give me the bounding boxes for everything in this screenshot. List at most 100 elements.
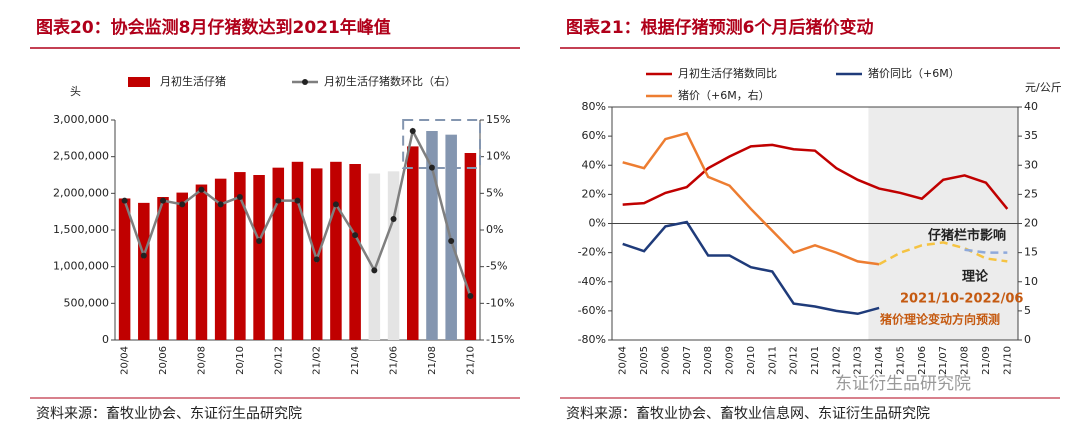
bar	[330, 161, 342, 340]
bar	[349, 164, 361, 340]
y2-tick-label: 0%	[486, 223, 503, 236]
annotation: 猪价理论变动方向预测	[879, 312, 1000, 327]
y-tick-label: 60%	[582, 129, 606, 142]
marker	[140, 252, 147, 259]
y2-tick-label: 5%	[486, 186, 503, 199]
x-tick-label: 21/09	[981, 346, 992, 375]
bar	[195, 184, 208, 340]
bar	[214, 178, 227, 340]
x-tick-label: 21/05	[895, 346, 906, 375]
x-tick-label: 20/11	[767, 346, 778, 375]
x-tick-label: 21/04	[874, 346, 885, 375]
x-tick-label: 20/12	[273, 346, 284, 375]
watermark: 东证衍生品研究院	[835, 374, 971, 394]
marker	[409, 128, 416, 134]
y-tick-label: 80%	[582, 100, 606, 113]
bar	[426, 131, 438, 340]
y-tick-label: -20%	[578, 246, 606, 259]
x-tick-label: 20/06	[660, 346, 671, 375]
marker	[428, 164, 435, 171]
highlight-box	[402, 119, 481, 169]
y-tick-label: -60%	[578, 304, 606, 317]
legend-swatch	[128, 77, 150, 87]
x-tick-label: 20/10	[746, 346, 757, 375]
y2-tick-label: -10%	[486, 296, 514, 309]
x-tick-label: 21/06	[917, 346, 928, 375]
y-tick-label: -40%	[578, 275, 606, 288]
chart-title: 图表21：根据仔猪预测6个月后猪价变动	[566, 17, 874, 38]
y2-tick-label: 35	[1024, 129, 1038, 142]
y-tick-label: -80%	[578, 333, 606, 346]
y-tick-label: 2,500,000	[53, 150, 109, 163]
y-axis-label: 头	[70, 85, 81, 98]
marker	[236, 194, 243, 200]
legend-label: 月初生活仔猪数同比	[678, 66, 777, 80]
x-tick-label: 21/02	[312, 346, 323, 375]
y2-tick-label: 5	[1024, 304, 1031, 317]
marker	[198, 186, 205, 193]
marker	[179, 201, 186, 208]
y2-tick-label: 15	[1024, 246, 1038, 259]
y2-tick-label: -5%	[486, 260, 507, 273]
y-tick-label: 0	[102, 333, 109, 346]
x-tick-label: 20/04	[120, 346, 131, 375]
x-tick-label: 21/08	[427, 346, 438, 375]
legend-marker	[302, 79, 308, 85]
bar	[310, 168, 323, 340]
x-tick-label: 20/10	[235, 346, 246, 375]
y-tick-label: 0%	[589, 217, 606, 230]
bar	[464, 153, 477, 340]
x-tick-label: 20/05	[639, 346, 650, 375]
bar	[234, 172, 246, 340]
legend-label: 猪价（+6M，右）	[678, 88, 770, 102]
marker	[275, 197, 282, 204]
y-tick-label: 1,000,000	[53, 260, 109, 273]
bar	[176, 192, 188, 340]
annotations: 仔猪栏市影响 理论 2021/10-2022/06 猪价理论变动方向预测	[879, 228, 1023, 327]
marker	[352, 232, 359, 239]
line	[622, 131, 880, 266]
marker	[313, 256, 320, 263]
y2-tick-label: 30	[1024, 158, 1038, 171]
forecast-line	[964, 248, 1008, 254]
y2-tick-label: 25	[1024, 187, 1038, 200]
x-tick-label: 20/08	[703, 346, 714, 375]
source: 资料来源：畜牧业协会、东证衍生品研究院	[36, 406, 302, 422]
x-tick-label: 21/10	[465, 346, 476, 375]
annotation: 理论	[962, 269, 989, 285]
line	[622, 143, 1009, 210]
marker	[217, 201, 224, 208]
bar	[272, 167, 285, 340]
x-tick-label: 21/02	[831, 346, 842, 375]
y2-tick-label: 10	[1024, 275, 1038, 288]
x-tick-label: 20/06	[158, 346, 169, 375]
bar	[368, 173, 381, 340]
marker	[294, 197, 301, 204]
legend-label: 月初生活仔猪	[160, 74, 226, 88]
x-tick-label: 21/03	[853, 346, 864, 375]
y2-tick-label: 0	[1024, 333, 1031, 346]
bar	[118, 198, 131, 340]
y2-tick-label: 15%	[486, 113, 510, 126]
y2-axis-label: 元/公斤	[1025, 81, 1062, 94]
bar	[291, 161, 304, 340]
marker	[371, 267, 378, 274]
line	[622, 220, 880, 316]
marker	[121, 197, 128, 204]
x-tick-label: 21/10	[1002, 346, 1013, 375]
marker	[390, 216, 397, 222]
y-tick-label: 20%	[582, 187, 606, 200]
marker	[332, 201, 339, 208]
marker	[448, 238, 455, 244]
x-tick-label: 21/07	[938, 346, 949, 375]
bar	[138, 202, 150, 340]
forecast-line	[878, 241, 1008, 266]
bar	[253, 175, 265, 340]
bar	[407, 146, 419, 340]
y2-tick-label: -15%	[486, 333, 514, 346]
legend-label: 猪价同比（+6M）	[868, 67, 960, 80]
x-tick-label: 21/01	[810, 346, 821, 375]
y2-tick-label: 10%	[486, 150, 510, 163]
y2-tick-label: 40	[1024, 100, 1038, 113]
